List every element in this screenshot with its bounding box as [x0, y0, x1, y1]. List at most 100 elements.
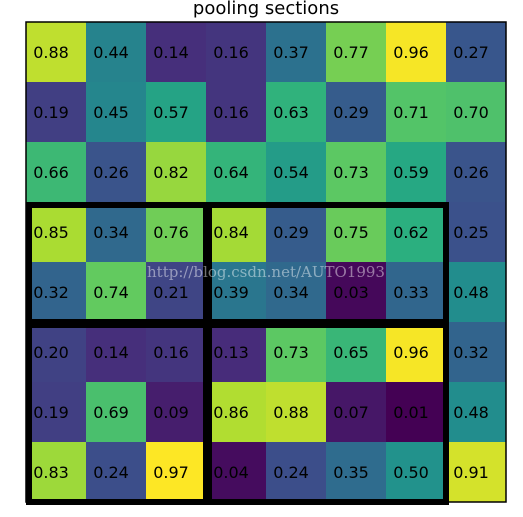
heatmap-cell	[86, 82, 147, 143]
heatmap-cell	[86, 322, 147, 383]
cell-value-label: 0.16	[153, 343, 189, 362]
heatmap-cell	[326, 22, 387, 83]
cell-value-label: 0.85	[33, 223, 69, 242]
cell-value-label: 0.73	[333, 163, 369, 182]
cell-value-label: 0.32	[453, 343, 489, 362]
heatmap-cell	[326, 142, 387, 203]
cell-value-label: 0.20	[33, 343, 69, 362]
heatmap-cell	[446, 382, 507, 443]
heatmap-cell	[146, 322, 207, 383]
cell-value-label: 0.09	[153, 403, 189, 422]
heatmap-cell	[326, 262, 387, 323]
heatmap-cell	[146, 82, 207, 143]
cell-value-label: 0.63	[273, 103, 309, 122]
heatmap-cell	[266, 142, 327, 203]
cell-value-label: 0.21	[153, 283, 189, 302]
watermark-text: http://blog.csdn.net/AUTO1993	[147, 263, 385, 281]
heatmap-cell	[326, 82, 387, 143]
heatmap-cell	[26, 262, 87, 323]
heatmap-cell	[446, 442, 507, 503]
cell-value-label: 0.44	[93, 43, 129, 62]
heatmap-cells: 0.88 0.44 0.14 0.16 0.37 0.77 0.96 0.27 0.19 0.45…	[26, 22, 507, 503]
heatmap-cell	[446, 82, 507, 143]
heatmap-cell	[206, 322, 267, 383]
cell-value-label: 0.35	[333, 463, 369, 482]
heatmap-cell	[146, 22, 207, 83]
heatmap-cell	[446, 322, 507, 383]
heatmap-cell	[86, 262, 147, 323]
heatmap-cell	[206, 382, 267, 443]
cell-value-label: 0.69	[93, 403, 129, 422]
heatmap-cell	[146, 382, 207, 443]
cell-value-label: 0.84	[213, 223, 249, 242]
heatmap-cell	[26, 382, 87, 443]
cell-value-label: 0.19	[33, 103, 69, 122]
cell-value-label: 0.14	[93, 343, 129, 362]
cell-value-label: 0.96	[393, 343, 429, 362]
heatmap-cell	[326, 322, 387, 383]
heatmap-cell	[266, 82, 327, 143]
cell-value-label: 0.29	[333, 103, 369, 122]
heatmap-cell	[266, 322, 327, 383]
heatmap-cell	[86, 382, 147, 443]
heatmap-cell	[326, 202, 387, 263]
heatmap-cell	[206, 442, 267, 503]
cell-value-label: 0.04	[213, 463, 249, 482]
cell-value-label: 0.50	[393, 463, 429, 482]
heatmap-cell	[446, 22, 507, 83]
heatmap-cell	[386, 82, 447, 143]
cell-value-label: 0.14	[153, 43, 189, 62]
heatmap-cell	[146, 142, 207, 203]
cell-value-label: 0.37	[273, 43, 309, 62]
heatmap-cell	[146, 262, 207, 323]
cell-value-label: 0.24	[273, 463, 309, 482]
heatmap-cell	[386, 262, 447, 323]
cell-value-label: 0.96	[393, 43, 429, 62]
cell-value-label: 0.62	[393, 223, 429, 242]
cell-value-label: 0.82	[153, 163, 189, 182]
heatmap-cell	[266, 382, 327, 443]
cell-value-label: 0.48	[453, 403, 489, 422]
cell-value-label: 0.01	[393, 403, 429, 422]
heatmap-cell	[26, 322, 87, 383]
plot-frame	[25, 21, 507, 503]
heatmap-cell	[266, 22, 327, 83]
cell-value-label: 0.88	[273, 403, 309, 422]
cell-value-label: 0.83	[33, 463, 69, 482]
heatmap-cell	[446, 142, 507, 203]
heatmap-cell	[386, 142, 447, 203]
cell-value-label: 0.57	[153, 103, 189, 122]
cell-value-label: 0.65	[333, 343, 369, 362]
heatmap-cell	[206, 82, 267, 143]
cell-value-label: 0.86	[213, 403, 249, 422]
cell-value-label: 0.16	[213, 43, 249, 62]
cell-value-label: 0.27	[453, 43, 489, 62]
chart-title: pooling sections	[193, 0, 339, 19]
cell-value-label: 0.66	[33, 163, 69, 182]
cell-value-label: 0.71	[393, 103, 429, 122]
cell-value-label: 0.34	[93, 223, 129, 242]
heatmap-cell	[326, 442, 387, 503]
heatmap-cell	[206, 262, 267, 323]
heatmap-cell	[266, 442, 327, 503]
cell-value-label: 0.48	[453, 283, 489, 302]
heatmap-cell	[206, 142, 267, 203]
cell-value-label: 0.97	[153, 463, 189, 482]
heatmap-cell	[386, 202, 447, 263]
cell-value-label: 0.25	[453, 223, 489, 242]
cell-value-label: 0.29	[273, 223, 309, 242]
heatmap-cell	[266, 202, 327, 263]
heatmap-cell	[146, 442, 207, 503]
heatmap-cell	[86, 202, 147, 263]
cell-value-label: 0.77	[333, 43, 369, 62]
cell-value-label: 0.73	[273, 343, 309, 362]
heatmap-cell	[146, 202, 207, 263]
cell-value-label: 0.03	[333, 283, 369, 302]
cell-value-label: 0.54	[273, 163, 309, 182]
cell-value-label: 0.26	[93, 163, 129, 182]
cell-value-label: 0.34	[273, 283, 309, 302]
cell-value-label: 0.16	[213, 103, 249, 122]
heatmap-cell	[26, 82, 87, 143]
cell-value-label: 0.13	[213, 343, 249, 362]
cell-value-label: 0.88	[33, 43, 69, 62]
